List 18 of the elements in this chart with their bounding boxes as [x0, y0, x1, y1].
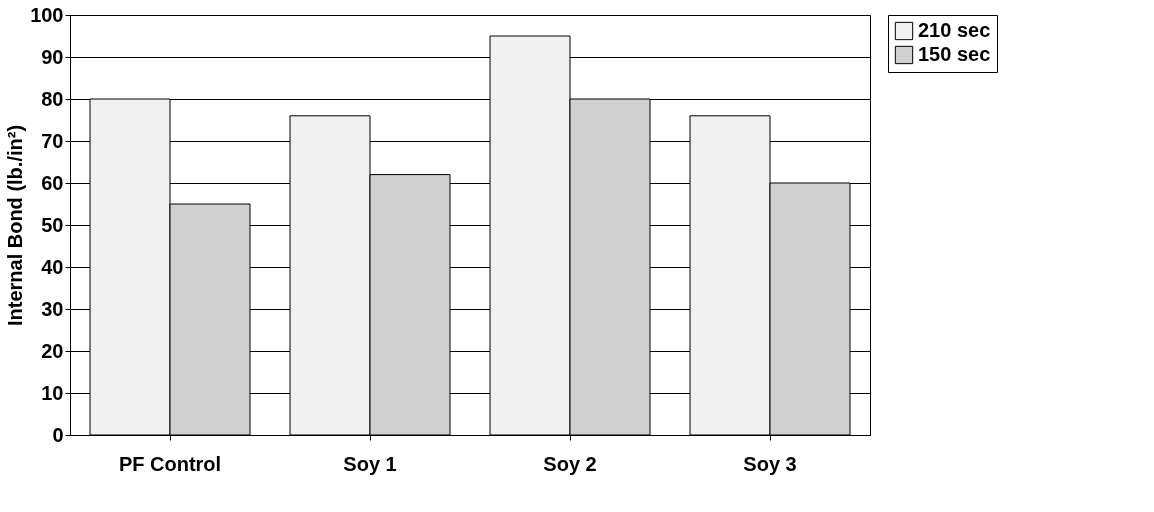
- y-tick-label: 0: [52, 423, 64, 446]
- y-tick-label: 60: [41, 171, 64, 194]
- y-tick-label: 30: [41, 297, 64, 320]
- y-tick-label: 40: [41, 255, 64, 278]
- y-tick-label: 80: [41, 87, 64, 110]
- y-axis-title: Internal Bond (lb./in²): [4, 124, 27, 327]
- x-tick-label: Soy 2: [543, 452, 597, 475]
- y-tick-label: 90: [41, 45, 64, 68]
- y-tick-label: 70: [41, 129, 64, 152]
- y-tick-label: 10: [41, 381, 64, 404]
- x-tick-label: Soy 1: [343, 452, 397, 475]
- y-tick-label: 100: [30, 3, 64, 26]
- legend-label: 150 sec: [918, 43, 991, 65]
- x-tick-label: Soy 3: [743, 452, 797, 475]
- x-tick-label: PF Control: [118, 452, 222, 475]
- y-tick-label: 50: [41, 213, 64, 236]
- y-tick-label: 20: [41, 339, 64, 362]
- legend-label: 210 sec: [918, 19, 991, 41]
